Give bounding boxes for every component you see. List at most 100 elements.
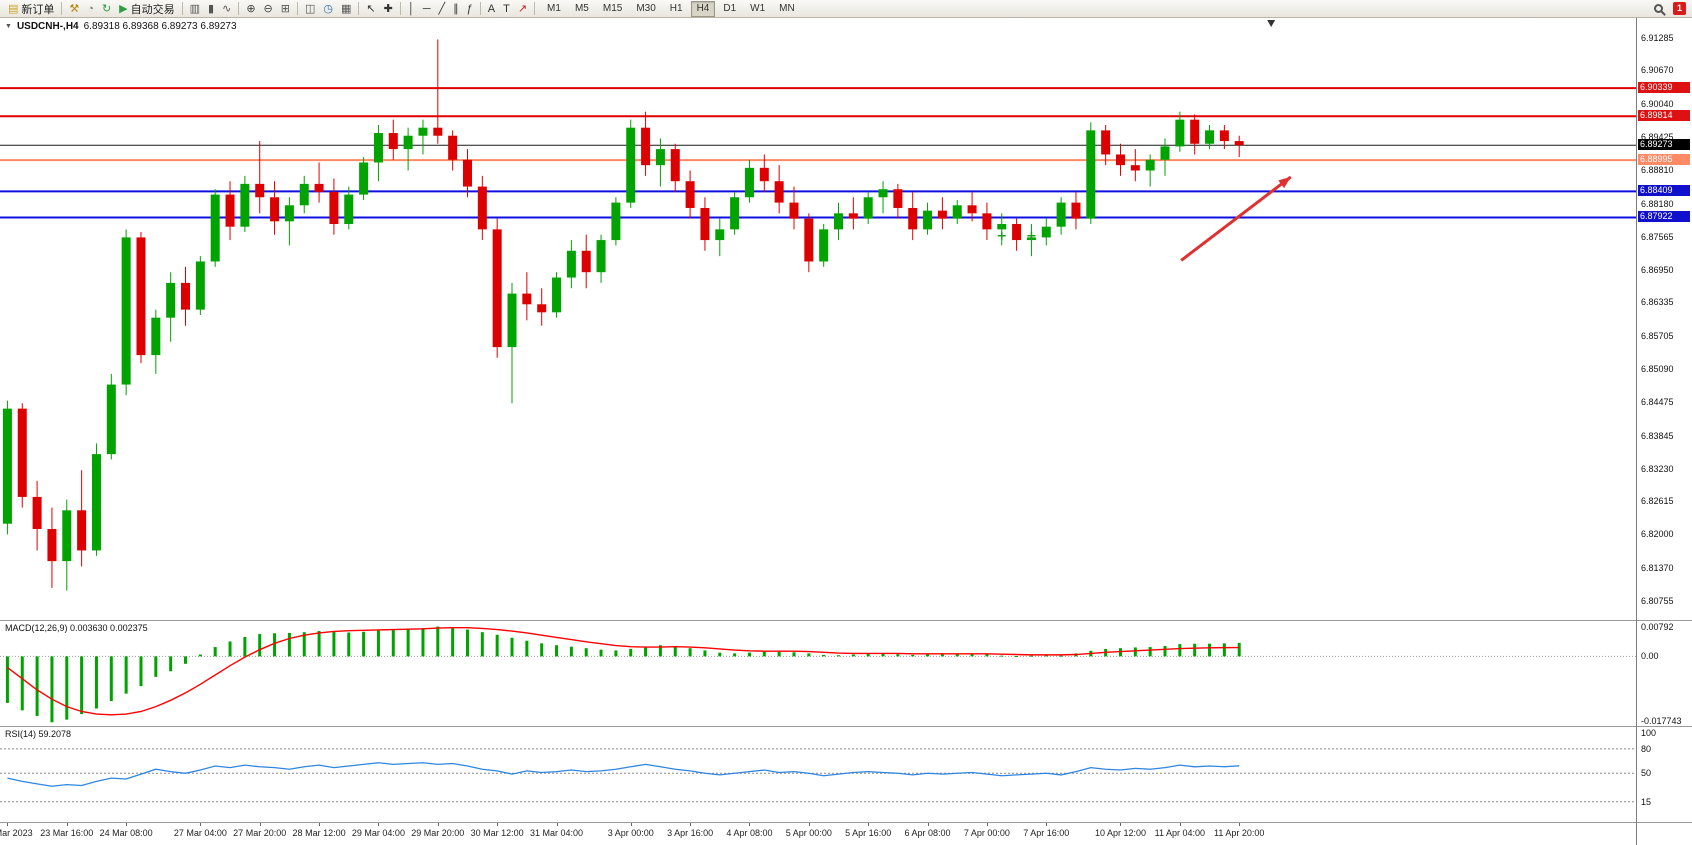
period-clock-icon[interactable]: ◷ (319, 1, 337, 17)
autotrading-button[interactable]: ▶ 自动交易 (115, 1, 178, 17)
price-axis-label: 6.82615 (1641, 496, 1674, 507)
timeframe-m15[interactable]: M15 (602, 2, 623, 14)
one-click-trading-toggle[interactable]: ▼ (5, 23, 12, 30)
rsi-panel[interactable]: RSI(14) 59.2078 (0, 727, 1636, 823)
timeframe-m1[interactable]: M1 (547, 2, 561, 14)
time-tick (437, 823, 439, 826)
hammer-tool-icon[interactable]: ⚒ (65, 1, 83, 17)
refresh-icon[interactable]: ↻ (98, 1, 115, 17)
time-tick (690, 823, 692, 826)
time-tick (200, 823, 202, 826)
timeframe-w1[interactable]: W1 (750, 2, 766, 14)
tile-windows-icon[interactable]: ⊞ (277, 1, 294, 17)
time-axis-label: 5 Apr 00:00 (785, 828, 832, 838)
price-axis-label: 6.81370 (1641, 563, 1674, 574)
fibonacci-icon-glyph: ƒ (466, 2, 473, 15)
arrows-tool-icon[interactable]: ↗ (514, 1, 531, 17)
fibonacci-icon[interactable]: ƒ (463, 1, 477, 17)
line-chart-icon[interactable]: ∿ (218, 1, 235, 17)
toolbar-separator (399, 2, 401, 15)
history-center-icon-glyph: ◔ (87, 2, 94, 15)
autotrading-glyph: ▶ (119, 2, 128, 15)
price-axis-label: 6.83230 (1641, 463, 1674, 474)
autotrading-button-label: 自动交易 (130, 3, 175, 16)
price-badge: 6.89273 (1638, 139, 1690, 151)
time-tick (319, 823, 321, 826)
timeframe-m30[interactable]: M30 (636, 2, 656, 14)
timeframe-h4[interactable]: H4 (690, 0, 716, 17)
macd-axis[interactable]: 0.00792 0.00 -0.017743 (1637, 621, 1692, 727)
price-badge: 6.90339 (1638, 82, 1690, 94)
history-center-icon[interactable]: ◔ (83, 1, 98, 17)
toolbar-separator (61, 2, 63, 15)
time-tick (497, 823, 499, 826)
new-order-button-label: 新订单 (21, 3, 55, 16)
horizontal-line-icon[interactable]: ─ (419, 1, 435, 17)
rsi-axis-label: 15 (1641, 796, 1652, 807)
price-axis-label: 6.90670 (1641, 65, 1674, 76)
rsi-axis-label: 100 (1641, 727, 1657, 738)
price-badge: 6.88409 (1638, 185, 1690, 197)
price-axis-label: 6.89425 (1641, 132, 1674, 143)
crosshair-icon[interactable]: ✚ (380, 1, 397, 17)
toolbar-separator (479, 2, 481, 15)
new-order-glyph: ▤ (8, 2, 19, 15)
price-axis-label: 6.87565 (1641, 231, 1674, 242)
new-chart-icon[interactable]: ◫ (301, 1, 319, 17)
candlestick-chart-icon[interactable]: ▮ (204, 1, 218, 17)
toolbar-separator (358, 2, 360, 15)
channel-icon-glyph: ∥ (453, 2, 459, 15)
cursor-icon[interactable]: ↖ (362, 1, 379, 17)
time-tick (808, 823, 810, 826)
right-axis-column: 6.91285 6.90670 6.90040 6.89425 6.88810 6.881… (1636, 18, 1692, 845)
price-chart-panel[interactable]: ▼ USDCNH-,H4 6.89318 6.89368 6.89273 6.8… (0, 18, 1636, 621)
line-chart-icon-glyph: ∿ (222, 2, 232, 15)
zoom-out-icon[interactable]: ⊖ (260, 1, 277, 17)
time-tick (630, 823, 632, 826)
time-axis[interactable]: 23 Mar 2023 23 Mar 16:00 24 Mar 08:00 27 Ma… (0, 823, 1636, 845)
candlestick-chart-icon-glyph: ▮ (208, 2, 215, 15)
time-tick (1239, 823, 1241, 826)
time-axis-label: 11 Apr 04:00 (1154, 828, 1206, 838)
vertical-line-icon[interactable]: │ (404, 1, 419, 17)
text-tool-icon[interactable]: A (484, 1, 499, 17)
timeframe-m5[interactable]: M5 (574, 2, 589, 14)
bar-chart-icon[interactable]: ▥ (186, 1, 204, 17)
time-axis-label: 31 Mar 04:00 (530, 828, 584, 838)
timeframe-mn[interactable]: MN (779, 2, 795, 14)
time-tick (126, 823, 128, 826)
time-axis-label: 3 Apr 00:00 (607, 828, 654, 838)
price-axis-label: 6.83845 (1641, 430, 1674, 441)
channel-icon[interactable]: ∥ (449, 1, 463, 17)
macd-panel[interactable]: MACD(12,26,9) 0.003630 0.002375 (0, 621, 1636, 727)
timeframe-d1[interactable]: D1 (723, 2, 737, 14)
time-tick (1120, 823, 1122, 826)
horizontal-line-icon-glyph: ─ (422, 2, 431, 15)
time-axis-label: 30 Mar 12:00 (470, 828, 524, 838)
rsi-axis-label: 50 (1641, 768, 1652, 779)
rsi-axis[interactable]: 100 80 50 15 (1637, 727, 1692, 823)
label-tool-icon[interactable]: T (499, 1, 514, 17)
crosshair-icon-glyph: ✚ (383, 2, 393, 15)
time-axis-label: 7 Apr 16:00 (1023, 828, 1070, 838)
zoom-in-icon-glyph: ⊕ (246, 2, 256, 15)
toolbar-separator (181, 2, 183, 15)
trendline-icon-glyph: ╱ (438, 2, 446, 15)
zoom-in-icon[interactable]: ⊕ (242, 1, 259, 17)
new-order-button[interactable]: ▤ 新订单 (4, 1, 58, 17)
trendline-icon[interactable]: ╱ (435, 1, 450, 17)
chart-header: ▼ USDCNH-,H4 6.89318 6.89368 6.89273 6.8… (5, 21, 237, 32)
search-icon[interactable] (1650, 1, 1667, 17)
symbol-period-label: USDCNH-,H4 (16, 21, 79, 32)
data-window-icon[interactable]: ▦ (337, 1, 355, 17)
vertical-line-icon-glyph: │ (407, 2, 415, 15)
toolbar-separator (534, 2, 536, 15)
notification-badge[interactable]: 1 (1673, 2, 1686, 15)
timeframe-h1[interactable]: H1 (669, 2, 683, 14)
price-axis-label: 6.82000 (1641, 529, 1674, 540)
chart-panels: ▼ USDCNH-,H4 6.89318 6.89368 6.89273 6.8… (0, 18, 1636, 845)
price-axis[interactable]: 6.91285 6.90670 6.90040 6.89425 6.88810 6.881… (1637, 18, 1692, 621)
time-axis-label: 27 Mar 04:00 (173, 828, 227, 838)
tile-windows-icon-glyph: ⊞ (280, 2, 290, 15)
